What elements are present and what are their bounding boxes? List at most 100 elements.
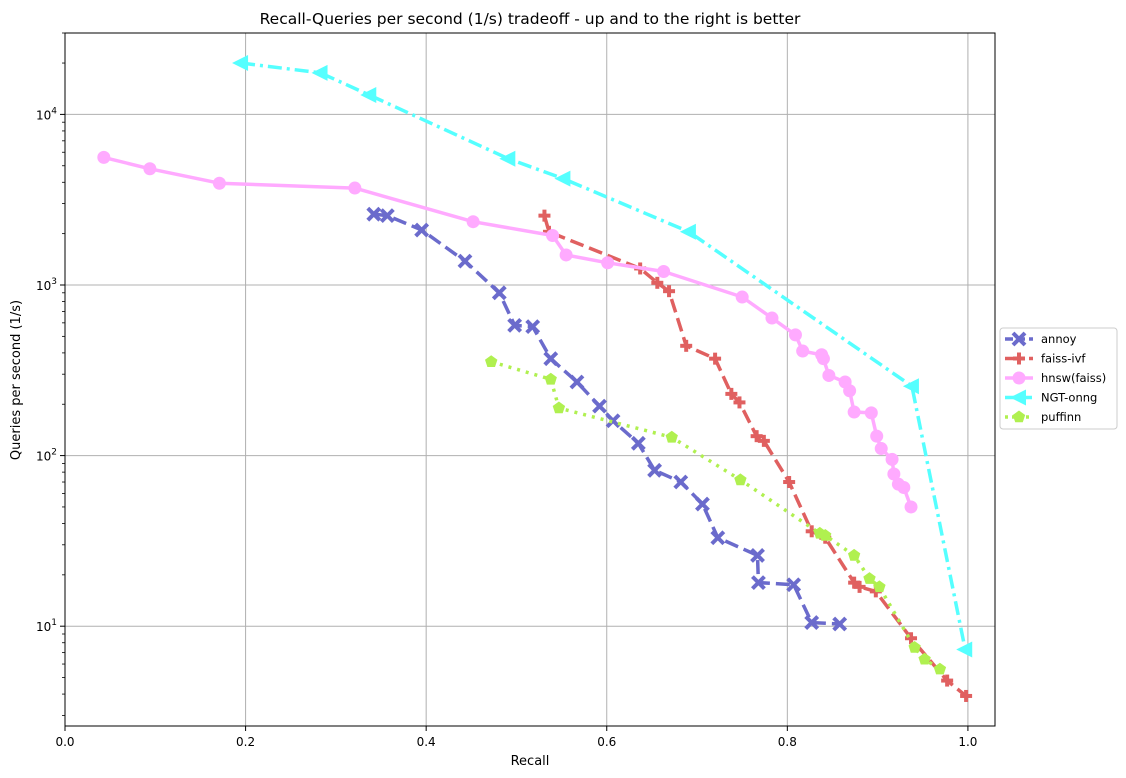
x-tick-label: 0.2: [236, 735, 255, 749]
data-point: [734, 473, 747, 486]
data-point: [796, 344, 810, 358]
data-point: [554, 170, 571, 187]
legend-label: NGT-onng: [1041, 391, 1097, 405]
data-point: [897, 481, 911, 495]
data-point: [569, 374, 585, 390]
grid-lines: [64, 33, 995, 726]
data-point: [552, 401, 566, 414]
y-tick-label: 101: [36, 618, 57, 634]
data-point: [538, 209, 551, 222]
data-point: [870, 429, 884, 443]
data-point: [819, 529, 832, 541]
legend-entry: NGT-onng: [1005, 389, 1097, 406]
series-faiss-ivf: [538, 209, 973, 702]
data-point: [491, 285, 507, 301]
y-tick-base: 10: [36, 450, 51, 464]
data-point: [847, 405, 861, 419]
data-point: [457, 253, 473, 269]
data-point: [905, 632, 918, 645]
data-point: [853, 580, 866, 593]
data-point: [605, 413, 621, 429]
data-point: [918, 652, 931, 665]
data-point: [360, 86, 377, 103]
data-point: [873, 580, 886, 593]
data-point: [663, 285, 676, 298]
data-point: [507, 317, 523, 333]
data-point: [874, 442, 888, 456]
legend-marker: [1012, 371, 1026, 385]
data-point: [592, 398, 607, 414]
data-point: [379, 208, 395, 224]
legend-marker: [1010, 389, 1026, 406]
data-point: [822, 368, 836, 382]
legend-box: [999, 327, 1118, 430]
data-point: [97, 150, 111, 164]
data-point: [543, 351, 559, 367]
y-tick-base: 10: [36, 620, 51, 634]
data-point: [956, 641, 973, 658]
data-point: [709, 352, 722, 365]
legend-label: hnsw(faiss): [1041, 371, 1106, 385]
series-line: [240, 61, 967, 650]
legend-entry: puffinn: [1005, 410, 1081, 424]
data-point: [679, 223, 696, 240]
legend-label: puffinn: [1041, 410, 1081, 424]
data-point: [525, 319, 541, 335]
data-point: [816, 352, 830, 366]
data-point: [864, 406, 878, 420]
data-point: [757, 434, 770, 447]
data-point: [673, 474, 689, 490]
data-point: [735, 290, 749, 304]
legend-marker: [1011, 331, 1027, 347]
data-point: [941, 674, 954, 687]
x-tick-label: 0.8: [778, 735, 797, 749]
data-point: [311, 64, 328, 81]
series-puffinn: [485, 355, 947, 675]
data-point: [232, 55, 249, 72]
legend-label: annoy: [1041, 332, 1077, 346]
y-axis-label: Queries per second (1/s): [9, 300, 24, 460]
data-point: [908, 641, 921, 653]
y-tick-exponent: 4: [51, 106, 57, 116]
legend-entry: faiss-ivf: [1005, 352, 1086, 366]
data-point: [765, 311, 779, 325]
series-NGT-onng: [232, 55, 973, 658]
data-point: [885, 452, 899, 466]
legend-marker: [1013, 352, 1025, 365]
x-tick-label: 0.0: [55, 735, 74, 749]
legend-entry: hnsw(faiss): [1005, 371, 1106, 385]
data-point: [863, 572, 876, 584]
data-point: [786, 577, 802, 593]
data-point: [544, 372, 557, 385]
data-point: [887, 467, 901, 481]
data-point: [933, 662, 947, 675]
plot-frame: [64, 32, 996, 727]
series-hnsw(faiss): [97, 150, 918, 514]
y-tick-label: 102: [36, 448, 57, 464]
y-tick-exponent: 1: [51, 618, 57, 628]
x-tick-label: 0.4: [417, 735, 436, 749]
data-point: [485, 355, 498, 367]
data-point: [647, 462, 663, 478]
y-tick-label: 104: [36, 106, 57, 122]
data-point: [559, 248, 573, 262]
data-point: [466, 215, 480, 229]
data-point: [366, 206, 382, 222]
y-tick-base: 10: [36, 279, 51, 293]
data-point: [788, 328, 802, 342]
data-point: [725, 387, 738, 400]
data-point: [783, 476, 796, 489]
data-point: [848, 548, 861, 561]
chart-title: Recall-Queries per second (1/s) tradeoff…: [260, 10, 801, 28]
data-point: [630, 435, 646, 451]
legend: annoy faiss-ivf hnsw(faiss) NGT-onng puffinn: [999, 327, 1118, 430]
legend-label: faiss-ivf: [1041, 352, 1086, 366]
data-point: [680, 339, 693, 352]
data-point: [212, 176, 226, 190]
data-point: [843, 384, 857, 398]
y-tick-exponent: 2: [51, 448, 57, 458]
x-tick-label: 0.6: [597, 735, 616, 749]
